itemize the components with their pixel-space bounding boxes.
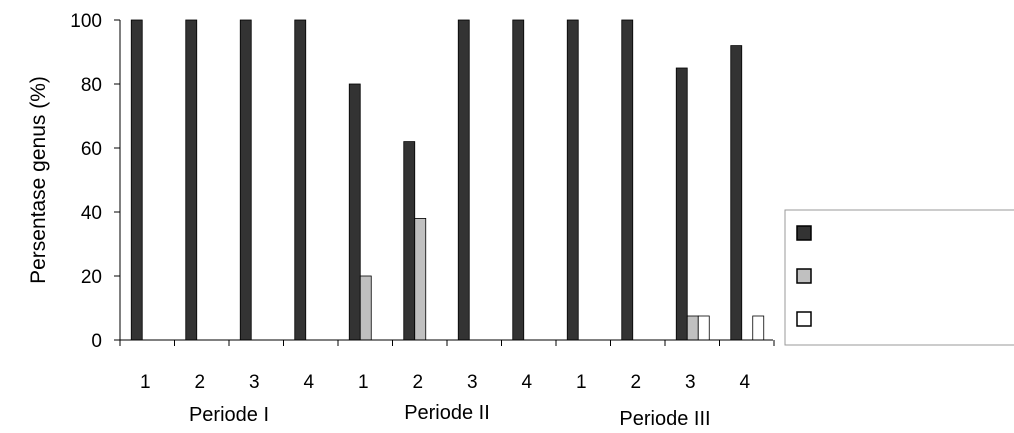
bar	[414, 217, 427, 341]
y-tick-label: 60	[81, 139, 102, 160]
bar	[621, 19, 634, 341]
x-tick-label: 1	[358, 372, 369, 393]
x-tick-label: 2	[412, 372, 423, 393]
x-tick-label: 4	[739, 372, 750, 393]
group-label: Periode II	[404, 402, 490, 424]
bar	[348, 83, 361, 341]
y-axis-title: Persentase genus (%)	[27, 76, 50, 284]
bar	[697, 315, 710, 341]
x-tick-label: 3	[467, 372, 478, 393]
bar	[686, 315, 699, 341]
group-label: Periode III	[619, 408, 710, 430]
bar	[130, 19, 143, 341]
bar	[752, 315, 765, 341]
x-tick-label: 4	[521, 372, 532, 393]
legend-box	[784, 209, 1014, 346]
bar	[294, 19, 307, 341]
x-tick-label: 2	[194, 372, 205, 393]
x-tick-label: 3	[685, 372, 696, 393]
bar	[359, 275, 372, 341]
legend	[784, 209, 1014, 346]
y-tick-label: 20	[81, 267, 102, 288]
bar	[239, 19, 252, 341]
bar	[185, 19, 198, 341]
bar	[566, 19, 579, 341]
x-tick-label: 3	[249, 372, 260, 393]
bar	[403, 141, 416, 341]
x-tick-label: 1	[140, 372, 151, 393]
x-tick-label: 2	[630, 372, 641, 393]
y-tick-label: 40	[81, 203, 102, 224]
group-label: Periode I	[189, 404, 269, 426]
legend-swatch	[796, 225, 812, 241]
y-tick-label: 100	[70, 11, 102, 32]
legend-swatch	[796, 268, 812, 284]
legend-swatch	[796, 311, 812, 327]
y-tick-label: 80	[81, 75, 102, 96]
bar	[675, 67, 688, 341]
bar	[457, 19, 470, 341]
x-tick-label: 1	[576, 372, 587, 393]
bar	[730, 45, 743, 341]
bar	[512, 19, 525, 341]
x-tick-label: 4	[303, 372, 314, 393]
y-tick-label: 0	[91, 331, 102, 352]
